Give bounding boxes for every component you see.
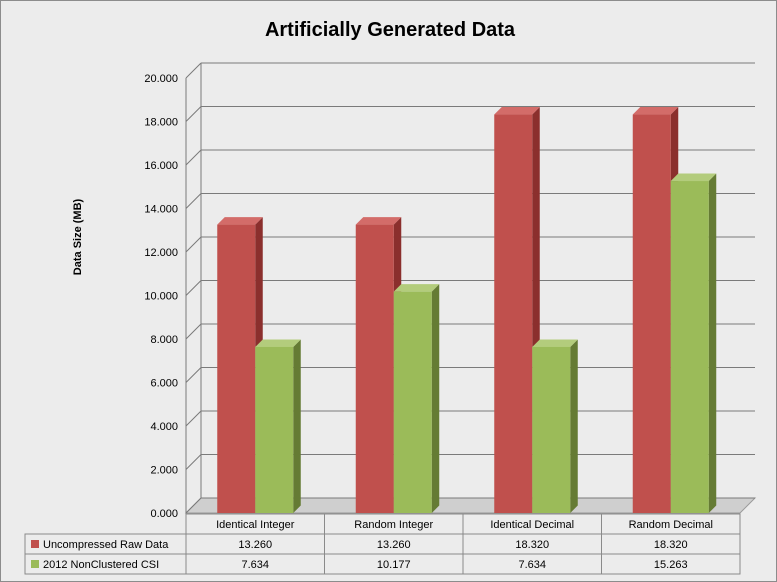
gridline-side	[185, 236, 202, 253]
bar	[255, 339, 301, 513]
y-axis-ticks: 0.000 2.000 4.000 6.000 8.000 10.000 12.000 14.…	[144, 73, 178, 520]
bar-side	[431, 284, 440, 513]
bar-face	[217, 224, 256, 513]
bar-top	[632, 107, 679, 115]
data-label: 7.634	[518, 559, 546, 571]
gridline-side	[185, 497, 202, 514]
data-table: Identical Integer Random Integer Identical…	[24, 513, 741, 575]
bar-side	[708, 173, 717, 513]
gridline-side	[185, 280, 202, 296]
legend-swatch	[31, 560, 39, 568]
bar-top	[217, 217, 263, 225]
y-tick-label: 2.000	[150, 465, 178, 477]
category-label: Identical Decimal	[490, 519, 574, 531]
gridline-side	[185, 367, 202, 383]
gridline-side	[185, 323, 202, 340]
bar-top	[255, 339, 301, 347]
legend-entry: Uncompressed Raw Data	[43, 539, 169, 551]
y-tick-label: 10.000	[144, 291, 178, 303]
y-axis-label: Data Size (MB)	[72, 198, 84, 275]
category-label: Random Integer	[354, 519, 433, 531]
bar-face	[393, 291, 432, 513]
bar-face	[355, 224, 394, 513]
y-tick-label: 8.000	[150, 334, 178, 346]
gridline-side	[185, 193, 202, 209]
bar	[532, 339, 578, 513]
y-tick-label: 14.000	[144, 204, 178, 216]
bar-side	[293, 339, 301, 513]
gridline-side	[185, 454, 202, 470]
bar-top	[393, 284, 440, 292]
bars	[217, 107, 717, 513]
legend-swatch	[31, 540, 39, 548]
y-tick-label: 12.000	[144, 247, 178, 259]
bar-top	[494, 107, 540, 115]
bar-face	[632, 114, 671, 513]
bar	[217, 217, 263, 513]
y-tick-label: 20.000	[144, 73, 178, 85]
bar-face	[255, 346, 294, 513]
bar-face	[532, 346, 571, 513]
data-label: 13.260	[377, 539, 411, 551]
legend-entry: 2012 NonClustered CSI	[43, 559, 159, 571]
bar	[670, 173, 717, 513]
y-tick-label: 0.000	[150, 508, 178, 520]
data-label: 10.177	[377, 559, 411, 571]
category-label: Random Decimal	[629, 519, 713, 531]
data-label: 18.320	[515, 539, 549, 551]
y-tick-label: 16.000	[144, 160, 178, 172]
category-label: Identical Integer	[216, 519, 295, 531]
data-label: 7.634	[241, 559, 269, 571]
y-tick-label: 18.000	[144, 117, 178, 129]
chart-title: Artificially Generated Data	[265, 19, 516, 41]
gridline-side	[185, 410, 202, 427]
gridline-side	[185, 106, 202, 122]
bar	[393, 284, 440, 513]
gridline-side	[185, 62, 202, 79]
data-label: 18.320	[654, 539, 688, 551]
bar-top	[670, 173, 717, 182]
bar-side	[570, 339, 578, 513]
y-tick-label: 4.000	[150, 421, 178, 433]
bar-face	[494, 114, 533, 513]
data-label: 13.260	[238, 539, 272, 551]
bar-top	[532, 339, 578, 347]
gridline-side	[185, 149, 202, 166]
data-label: 15.263	[654, 559, 688, 571]
bar-top	[355, 217, 402, 225]
y-tick-label: 6.000	[150, 378, 178, 390]
bar-face	[670, 181, 709, 513]
